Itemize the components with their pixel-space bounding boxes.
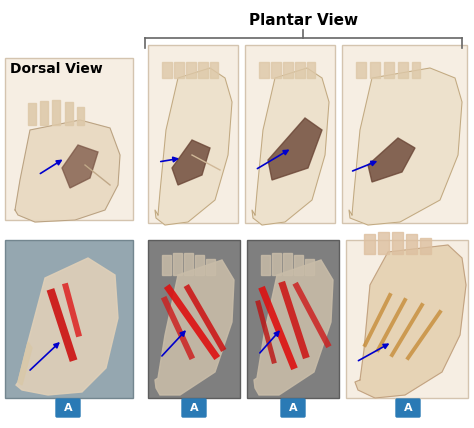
Polygon shape	[198, 62, 208, 78]
Polygon shape	[40, 101, 48, 125]
Polygon shape	[259, 62, 269, 78]
Polygon shape	[172, 140, 210, 185]
Polygon shape	[173, 253, 182, 275]
Text: A: A	[404, 403, 412, 413]
Bar	[5, 240, 133, 398]
Bar	[183, 284, 227, 352]
Bar	[292, 282, 331, 348]
Polygon shape	[283, 62, 293, 78]
Polygon shape	[412, 62, 420, 78]
Polygon shape	[65, 102, 73, 125]
Polygon shape	[162, 62, 172, 78]
FancyBboxPatch shape	[396, 399, 420, 417]
Polygon shape	[406, 234, 417, 254]
Polygon shape	[268, 118, 322, 180]
Polygon shape	[162, 255, 171, 275]
Text: A: A	[289, 403, 297, 413]
Polygon shape	[18, 342, 32, 385]
Bar	[62, 282, 82, 337]
Polygon shape	[370, 62, 380, 78]
Polygon shape	[28, 103, 36, 125]
Polygon shape	[355, 245, 466, 398]
Bar	[164, 284, 220, 360]
Polygon shape	[364, 234, 375, 254]
Polygon shape	[271, 62, 281, 78]
Bar	[148, 240, 240, 398]
Polygon shape	[420, 238, 431, 254]
Text: Dorsal View: Dorsal View	[10, 62, 103, 76]
Polygon shape	[272, 253, 281, 275]
Polygon shape	[368, 138, 415, 182]
Polygon shape	[174, 62, 184, 78]
Polygon shape	[16, 258, 118, 395]
Bar	[346, 240, 468, 398]
Polygon shape	[261, 255, 270, 275]
Bar	[255, 300, 277, 364]
Polygon shape	[210, 62, 218, 78]
Bar	[247, 240, 339, 398]
Polygon shape	[77, 107, 84, 125]
Polygon shape	[294, 255, 303, 275]
Polygon shape	[15, 120, 120, 222]
Polygon shape	[62, 145, 98, 188]
Polygon shape	[398, 62, 408, 78]
Bar	[342, 45, 467, 223]
Polygon shape	[307, 62, 315, 78]
Polygon shape	[184, 253, 193, 275]
Polygon shape	[52, 100, 60, 125]
Bar	[258, 286, 298, 370]
Polygon shape	[155, 260, 234, 395]
Polygon shape	[392, 232, 403, 254]
Bar	[245, 45, 335, 223]
Polygon shape	[349, 68, 462, 225]
Text: A: A	[190, 403, 198, 413]
Polygon shape	[305, 259, 314, 275]
Bar	[5, 58, 133, 220]
Text: Plantar View: Plantar View	[249, 13, 358, 28]
Polygon shape	[206, 259, 215, 275]
Polygon shape	[378, 232, 389, 254]
Polygon shape	[254, 260, 333, 395]
Polygon shape	[186, 62, 196, 78]
Bar	[161, 296, 195, 360]
Polygon shape	[295, 62, 305, 78]
Bar	[148, 45, 238, 223]
Bar	[278, 281, 310, 359]
Polygon shape	[252, 68, 329, 225]
Polygon shape	[283, 253, 292, 275]
FancyBboxPatch shape	[182, 399, 206, 417]
Polygon shape	[384, 62, 394, 78]
Polygon shape	[155, 68, 232, 225]
Text: A: A	[64, 403, 73, 413]
Bar	[46, 288, 77, 362]
Polygon shape	[195, 255, 204, 275]
FancyBboxPatch shape	[56, 399, 80, 417]
FancyBboxPatch shape	[281, 399, 305, 417]
Polygon shape	[356, 62, 366, 78]
